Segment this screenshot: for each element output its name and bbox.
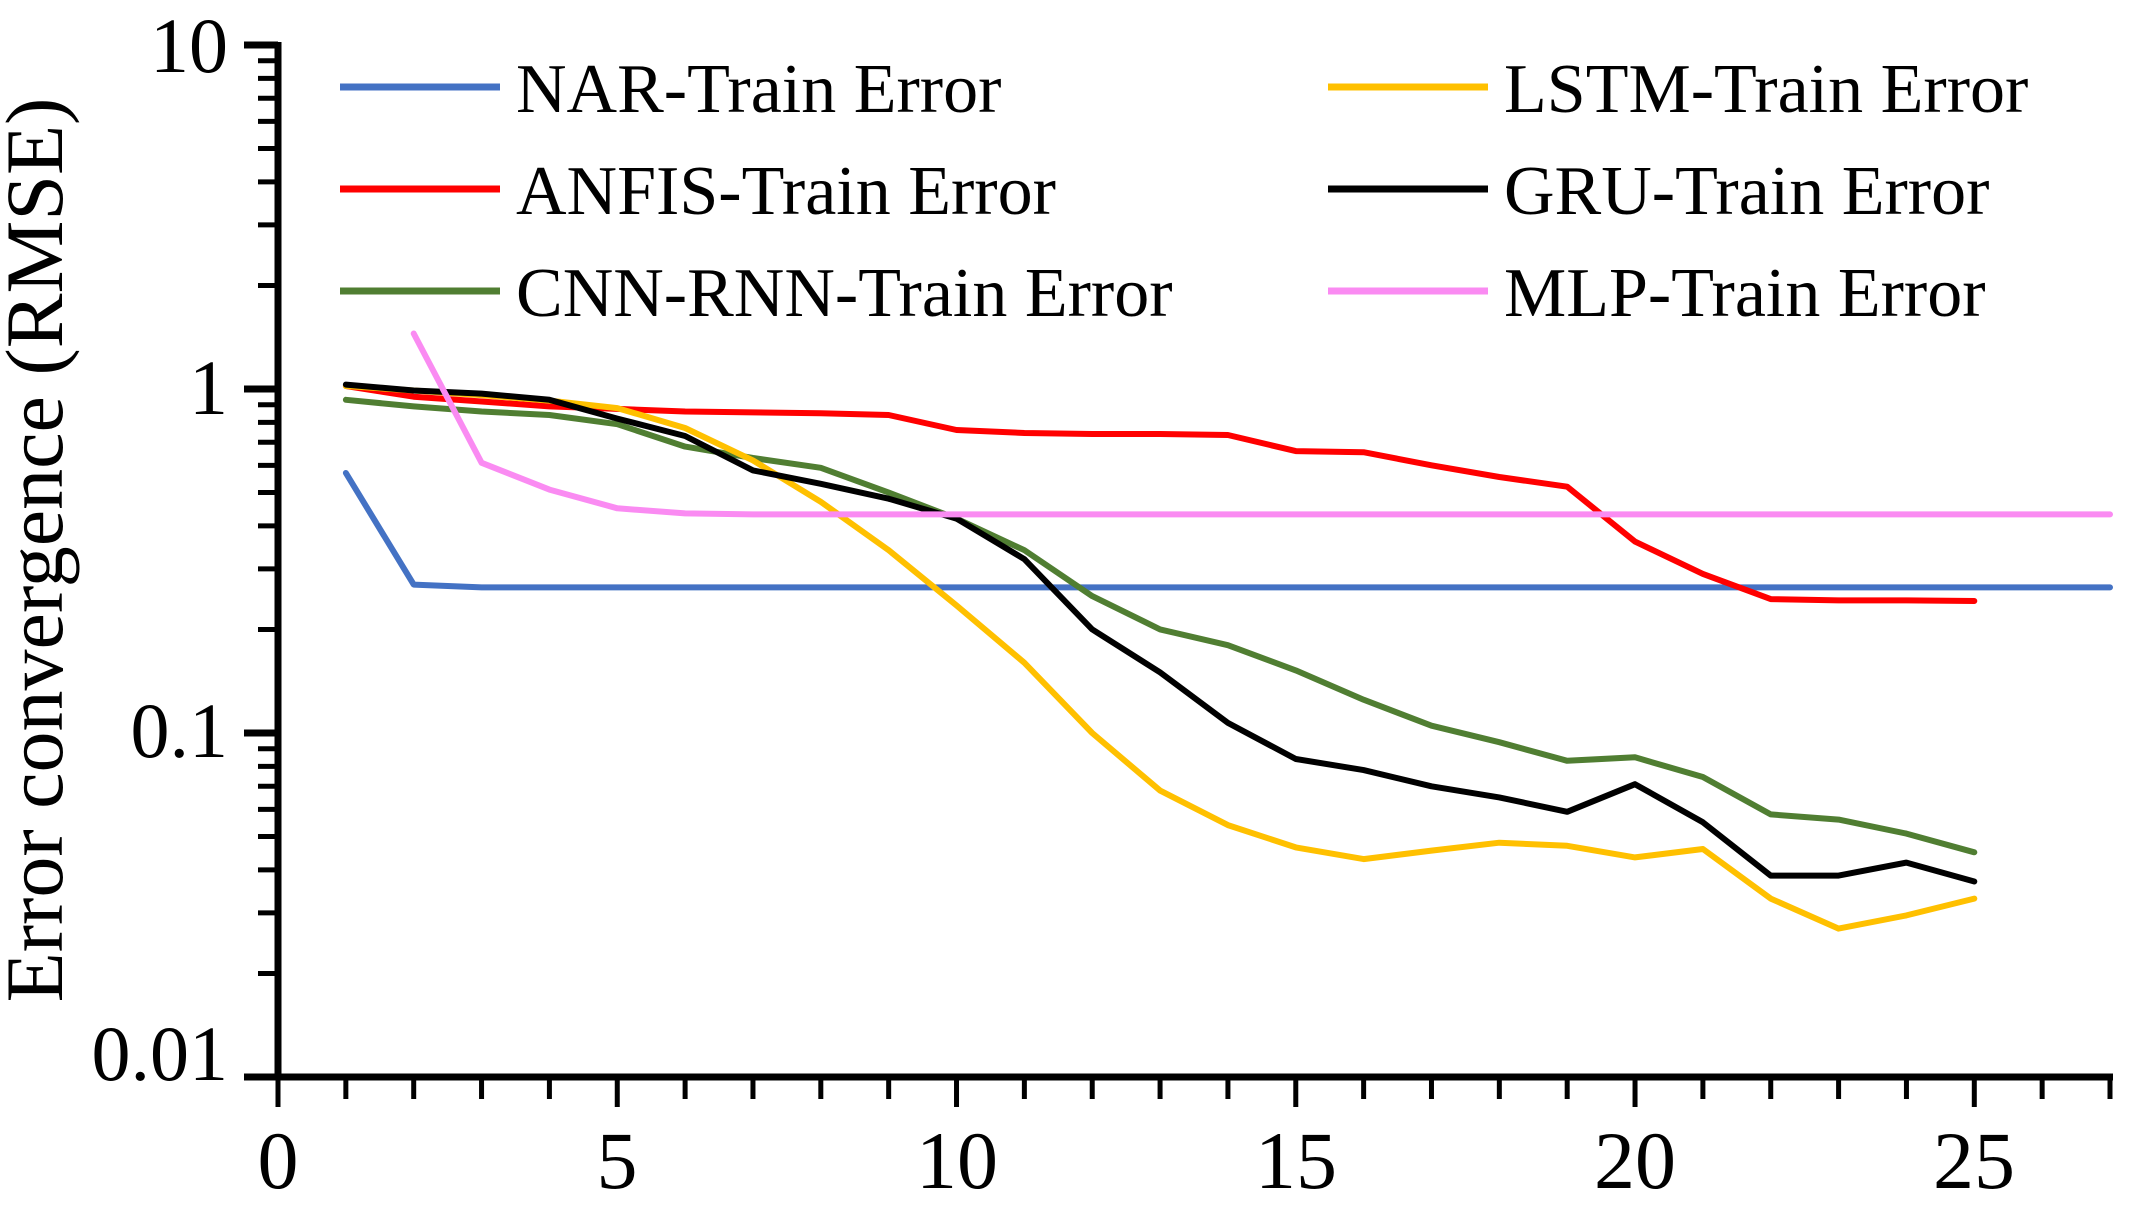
series-line-gru-train-error [342,381,1978,885]
legend-label-cnn-rnn: CNN-RNN-Train Error [516,255,1173,332]
x-tick-label-15: 15 [1255,1115,1337,1206]
series-lines [342,330,2113,932]
x-tick-label-25: 25 [1933,1115,2015,1206]
series-line-mlp-train-error [410,330,2113,518]
x-tick-label-10: 10 [916,1115,998,1206]
series-line-cnn-rnn-train-error [342,396,1978,856]
y-axis-title: Error convergence (RMSE) [0,98,80,1003]
series-line-lstm-train-error [342,383,1978,932]
y-tick-label-0-01: 0.01 [92,1010,229,1097]
legend-item-anfis: ANFIS-Train Error [340,153,1056,230]
y-tick-label-1: 1 [189,344,228,431]
legend-label-gru: GRU-Train Error [1504,153,1989,230]
legend-item-nar: NAR-Train Error [340,51,1001,128]
legend-label-mlp: MLP-Train Error [1504,255,1986,332]
x-tick-label-0: 0 [258,1115,299,1206]
x-tick-label-20: 20 [1594,1115,1676,1206]
legend-label-nar: NAR-Train Error [516,51,1001,128]
y-tick-label-10: 10 [150,2,228,89]
legend-item-mlp: MLP-Train Error [1328,255,1986,332]
legend-item-cnn-rnn: CNN-RNN-Train Error [340,255,1173,332]
legend-label-lstm: LSTM-Train Error [1504,51,2028,128]
legend-label-anfis: ANFIS-Train Error [516,153,1056,230]
legend: NAR-Train Error ANFIS-Train Error CNN-RN… [340,51,2028,332]
y-tick-label-0-1: 0.1 [131,687,229,774]
legend-item-lstm: LSTM-Train Error [1328,51,2028,128]
series-line-nar-train-error [342,470,2113,591]
x-tick-label-5: 5 [597,1115,638,1206]
legend-item-gru: GRU-Train Error [1328,153,1989,230]
